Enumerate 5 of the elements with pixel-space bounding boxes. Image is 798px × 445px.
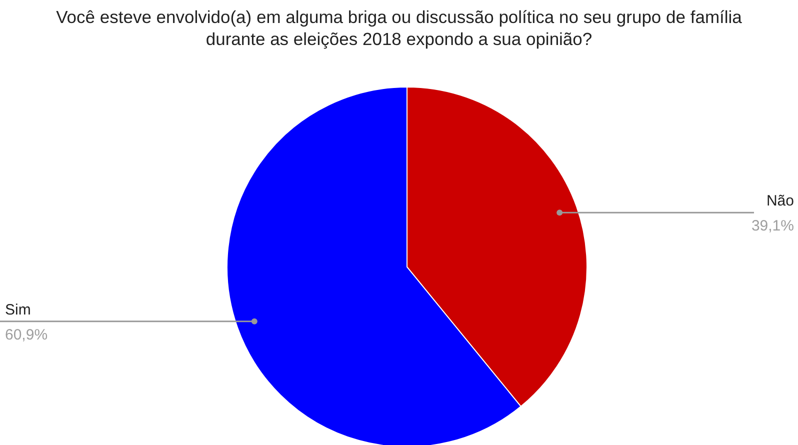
data-label: 60,9%	[5, 326, 48, 344]
chart-title: Você esteve envolvido(a) em alguma briga ou discussão política no seu grupo de família durante as eleições 2018 expondo a sua opinião?	[55, 6, 743, 50]
slice-label: Sim	[5, 301, 31, 318]
data-label: 39,1%	[751, 218, 794, 235]
slice-label: Não	[766, 192, 794, 210]
